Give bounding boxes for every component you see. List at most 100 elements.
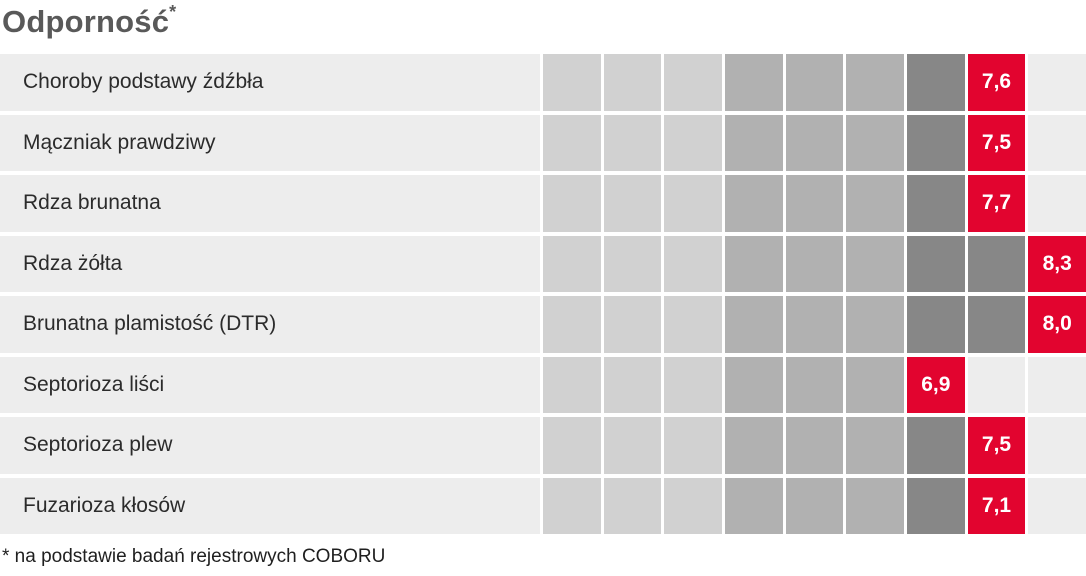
scale-cell [846, 235, 904, 292]
scale-cell [785, 54, 844, 111]
page-title-text: Odporność [2, 4, 170, 39]
scale-cell [543, 356, 601, 413]
scale-cell [543, 175, 601, 232]
value-box: 7,6 [967, 54, 1026, 111]
scale-cell [846, 296, 904, 353]
scale-cell [603, 417, 662, 474]
row-label: Fuzarioza kłosów [23, 493, 186, 517]
scale-cell [846, 477, 904, 534]
scale-cell [664, 477, 722, 534]
scale-cell [725, 54, 783, 111]
value-box: 6,9 [907, 356, 965, 413]
scale-cell-empty [1028, 175, 1086, 232]
page-title-asterisk: * [169, 2, 177, 22]
chart-row: Rdza brunatna 7,7 [0, 175, 1086, 232]
row-scale-cells: 8,0 [540, 296, 1086, 353]
value-box: 7,1 [967, 477, 1026, 534]
scale-cell [725, 356, 783, 413]
scale-cell [664, 356, 722, 413]
value-box: 8,0 [1028, 296, 1086, 353]
chart-row: Septorioza plew 7,5 [0, 417, 1086, 474]
scale-cell [603, 356, 662, 413]
scale-cell [846, 356, 904, 413]
scale-cell [543, 477, 601, 534]
scale-cell [543, 235, 601, 292]
row-scale-cells: 7,7 [540, 175, 1086, 232]
scale-cell-empty [967, 356, 1026, 413]
scale-cell [543, 417, 601, 474]
chart-row: Rdza żółta 8,3 [0, 235, 1086, 292]
scale-cell-empty [1028, 417, 1086, 474]
row-label: Rdza brunatna [23, 191, 161, 215]
scale-cell [543, 296, 601, 353]
scale-cell [664, 114, 722, 171]
row-scale-cells: 7,5 [540, 417, 1086, 474]
scale-cell [785, 356, 844, 413]
page-title: Odporność* [2, 2, 176, 40]
scale-cell [907, 477, 965, 534]
scale-cell-empty [1028, 54, 1086, 111]
chart-row: Brunatna plamistość (DTR) 8,0 [0, 296, 1086, 353]
scale-cell [785, 235, 844, 292]
scale-cell [967, 235, 1026, 292]
scale-cell [907, 235, 965, 292]
chart-row: Choroby podstawy źdźbła 7,6 [0, 54, 1086, 111]
row-scale-cells: 7,1 [540, 477, 1086, 534]
row-label: Septorioza liści [23, 372, 165, 396]
scale-cell [785, 114, 844, 171]
chart-row: Septorioza liści 6,9 [0, 356, 1086, 413]
scale-cell [543, 114, 601, 171]
scale-cell [725, 296, 783, 353]
scale-cell [846, 417, 904, 474]
row-label: Rdza żółta [23, 251, 123, 275]
scale-cell [785, 296, 844, 353]
chart-row: Fuzarioza kłosów 7,1 [0, 477, 1086, 534]
scale-cell [785, 477, 844, 534]
scale-cell [603, 235, 662, 292]
scale-cell [725, 477, 783, 534]
scale-cell [603, 175, 662, 232]
scale-cell [664, 54, 722, 111]
scale-cell [603, 114, 662, 171]
value-box: 7,5 [967, 114, 1026, 171]
value-box: 7,7 [967, 175, 1026, 232]
scale-cell-empty [1028, 477, 1086, 534]
scale-cell [664, 235, 722, 292]
row-scale-cells: 7,6 [540, 54, 1086, 111]
scale-cell [603, 54, 662, 111]
scale-cell [846, 114, 904, 171]
scale-cell [907, 296, 965, 353]
scale-cell [725, 175, 783, 232]
scale-cell-empty [1028, 356, 1086, 413]
scale-cell [725, 114, 783, 171]
value-box: 7,5 [967, 417, 1026, 474]
scale-cell [907, 114, 965, 171]
scale-cell [846, 54, 904, 111]
scale-cell [967, 296, 1026, 353]
scale-cell [907, 417, 965, 474]
chart-row: Mączniak prawdziwy 7,5 [0, 114, 1086, 171]
scale-cell [664, 175, 722, 232]
row-scale-cells: 8,3 [540, 235, 1086, 292]
row-label: Mączniak prawdziwy [23, 130, 216, 154]
scale-cell [725, 417, 783, 474]
row-label: Brunatna plamistość (DTR) [23, 312, 277, 336]
row-label: Choroby podstawy źdźbła [23, 70, 264, 94]
value-box: 8,3 [1028, 235, 1086, 292]
scale-cell [846, 175, 904, 232]
scale-cell [603, 477, 662, 534]
scale-cell [725, 235, 783, 292]
scale-cell-empty [1028, 114, 1086, 171]
scale-cell [907, 54, 965, 111]
row-scale-cells: 6,9 [540, 356, 1086, 413]
scale-cell [785, 417, 844, 474]
row-scale-cells: 7,5 [540, 114, 1086, 171]
scale-cell [664, 417, 722, 474]
scale-cell [785, 175, 844, 232]
scale-cell [543, 54, 601, 111]
scale-cell [603, 296, 662, 353]
chart-rows: Choroby podstawy źdźbła 7,6 Mączniak prawd… [0, 54, 1086, 538]
scale-cell [664, 296, 722, 353]
scale-cell [907, 175, 965, 232]
